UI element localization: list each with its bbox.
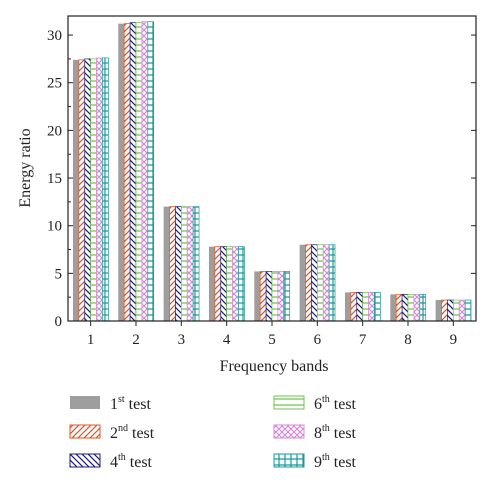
bar-band-9-series-1 xyxy=(435,300,442,321)
x-tick-label: 6 xyxy=(314,332,322,348)
y-tick-label: 25 xyxy=(47,76,62,92)
y-tick-label: 30 xyxy=(47,28,62,44)
bar-band-7-series-3 xyxy=(356,292,364,322)
bar-band-5-series-2 xyxy=(259,271,267,322)
bar-band-9-series-2 xyxy=(441,299,448,322)
bar-band-4-series-5 xyxy=(232,246,239,322)
bar-band-8-series-5 xyxy=(413,293,421,322)
bar-band-7-series-1 xyxy=(344,292,351,321)
legend-swatch xyxy=(70,396,100,409)
bar-band-3-series-4 xyxy=(180,206,188,322)
bar-band-5-series-4 xyxy=(271,271,279,322)
bar-band-4-series-4 xyxy=(226,246,233,322)
legend-swatch xyxy=(69,424,101,439)
bar-band-3-series-2 xyxy=(169,206,176,322)
bar-band-7-series-2 xyxy=(350,292,358,322)
bar-band-9-series-5 xyxy=(458,299,466,322)
legend-label: 6th test xyxy=(314,394,357,413)
bar-band-2-series-1 xyxy=(118,23,125,322)
bar-band-7-series-5 xyxy=(368,292,375,322)
bar-band-6-series-4 xyxy=(316,244,324,322)
bar-band-9-series-3 xyxy=(447,299,454,322)
legend-label: 8th test xyxy=(314,423,357,442)
x-tick-label: 2 xyxy=(132,332,140,348)
bar-band-8-series-4 xyxy=(407,293,415,322)
bar-band-6-series-3 xyxy=(311,244,318,322)
bar-band-1-series-4 xyxy=(90,58,97,322)
y-tick-label: 0 xyxy=(55,314,63,330)
y-tick-label: 20 xyxy=(47,123,62,139)
bar-band-3-series-5 xyxy=(186,206,194,322)
bar-band-8-series-1 xyxy=(390,294,397,321)
bar-band-2-series-5 xyxy=(141,21,149,322)
bar-band-4-series-2 xyxy=(214,246,222,322)
bar-band-1-series-2 xyxy=(78,59,86,322)
bar-band-8-series-2 xyxy=(395,293,403,322)
legend-item-series-1: 1st test xyxy=(70,394,151,413)
legend-label: 9th test xyxy=(314,452,357,471)
legend-swatch xyxy=(69,453,101,468)
x-tick-label: 9 xyxy=(450,332,458,348)
bar-band-6-series-6 xyxy=(328,244,336,322)
bar-band-1-series-1 xyxy=(72,59,79,322)
bar-band-5-series-5 xyxy=(277,271,285,322)
bar-band-1-series-6 xyxy=(102,57,109,322)
x-tick-label: 7 xyxy=(359,332,367,348)
x-tick-label: 5 xyxy=(268,332,276,348)
x-axis-title: Frequency bands xyxy=(220,358,329,375)
bar-band-6-series-1 xyxy=(299,244,306,321)
bar-band-6-series-5 xyxy=(322,244,330,322)
bar-band-8-series-6 xyxy=(419,293,427,322)
bar-band-2-series-4 xyxy=(135,22,143,322)
legend-item-series-3: 4th test xyxy=(69,452,153,471)
bar-band-4-series-6 xyxy=(238,246,245,322)
bar-band-1-series-3 xyxy=(84,58,92,322)
bar-band-3-series-6 xyxy=(192,206,200,322)
bar-band-6-series-2 xyxy=(305,244,312,322)
y-tick-label: 10 xyxy=(47,219,62,235)
legend-item-series-6: 9th test xyxy=(273,452,357,471)
bar-band-7-series-4 xyxy=(362,292,369,322)
legend-item-series-4: 6th test xyxy=(273,394,357,413)
legend-label: 1st test xyxy=(110,394,151,413)
legend-swatch xyxy=(273,453,305,468)
legend: 1st test 2nd test 4th test 6th test 8th test… xyxy=(69,394,357,471)
bar-band-8-series-3 xyxy=(401,293,409,322)
legend-label: 2nd test xyxy=(110,423,155,442)
y-tick-label: 5 xyxy=(55,266,63,282)
bar-band-4-series-1 xyxy=(208,246,215,321)
legend-label: 4th test xyxy=(110,452,153,471)
axes-layer: 0 5 10 15 20 25 30 1 2 3 4 5 6 7 8 9 xyxy=(47,15,477,348)
bar-band-4-series-3 xyxy=(220,246,228,322)
legend-item-series-2: 2nd test xyxy=(69,423,155,442)
x-tick-label: 3 xyxy=(178,332,186,348)
bar-band-5-series-6 xyxy=(283,271,291,322)
legend-swatch xyxy=(273,395,305,410)
bar-band-1-series-5 xyxy=(96,57,103,322)
x-tick-label: 1 xyxy=(87,332,95,348)
x-tick-label: 8 xyxy=(404,332,412,348)
bar-band-9-series-4 xyxy=(452,299,460,322)
legend-swatch xyxy=(273,424,305,439)
bar-band-7-series-6 xyxy=(374,292,381,322)
bar-band-3-series-1 xyxy=(163,206,170,322)
bar-band-5-series-3 xyxy=(265,271,273,322)
y-axis-title: Energy ratio xyxy=(17,128,34,207)
bar-band-3-series-3 xyxy=(175,206,182,322)
x-tick-label: 4 xyxy=(223,332,231,348)
bar-band-5-series-1 xyxy=(254,271,261,321)
bar-band-2-series-3 xyxy=(129,22,137,322)
legend-item-series-5: 8th test xyxy=(273,423,357,442)
bars-layer xyxy=(72,21,472,322)
bar-band-9-series-6 xyxy=(464,299,472,322)
y-tick-label: 15 xyxy=(47,171,62,187)
bar-band-2-series-6 xyxy=(147,21,155,322)
bar-band-2-series-2 xyxy=(123,23,131,322)
